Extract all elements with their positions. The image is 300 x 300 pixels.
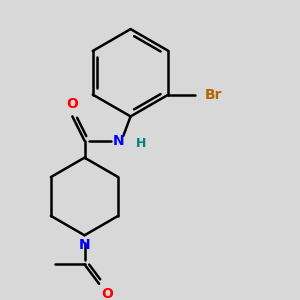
Text: O: O bbox=[101, 286, 113, 300]
Text: Br: Br bbox=[205, 88, 222, 102]
Text: O: O bbox=[66, 97, 78, 111]
Text: N: N bbox=[79, 238, 90, 252]
Text: N: N bbox=[113, 134, 124, 148]
Text: H: H bbox=[135, 136, 146, 150]
